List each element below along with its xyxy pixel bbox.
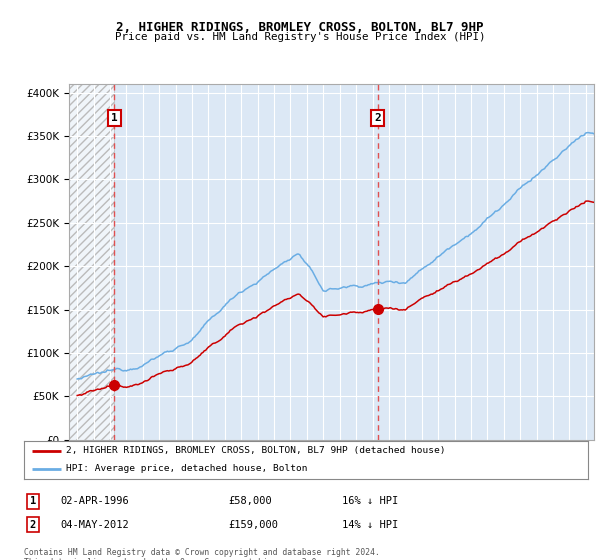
Text: 2, HIGHER RIDINGS, BROMLEY CROSS, BOLTON, BL7 9HP: 2, HIGHER RIDINGS, BROMLEY CROSS, BOLTON… (116, 21, 484, 34)
Text: £159,000: £159,000 (228, 520, 278, 530)
Text: HPI: Average price, detached house, Bolton: HPI: Average price, detached house, Bolt… (66, 464, 308, 473)
Text: 2, HIGHER RIDINGS, BROMLEY CROSS, BOLTON, BL7 9HP (detached house): 2, HIGHER RIDINGS, BROMLEY CROSS, BOLTON… (66, 446, 446, 455)
Text: 2: 2 (30, 520, 36, 530)
Text: 02-APR-1996: 02-APR-1996 (60, 496, 129, 506)
Text: £58,000: £58,000 (228, 496, 272, 506)
Bar (69, 84, 114, 440)
Text: 1: 1 (30, 496, 36, 506)
Bar (69, 84, 114, 440)
Text: 1: 1 (111, 113, 118, 123)
Text: 2: 2 (374, 113, 382, 123)
Text: 14% ↓ HPI: 14% ↓ HPI (342, 520, 398, 530)
Text: Price paid vs. HM Land Registry's House Price Index (HPI): Price paid vs. HM Land Registry's House … (115, 32, 485, 43)
Text: 16% ↓ HPI: 16% ↓ HPI (342, 496, 398, 506)
Text: 04-MAY-2012: 04-MAY-2012 (60, 520, 129, 530)
Text: Contains HM Land Registry data © Crown copyright and database right 2024.
This d: Contains HM Land Registry data © Crown c… (24, 548, 380, 560)
